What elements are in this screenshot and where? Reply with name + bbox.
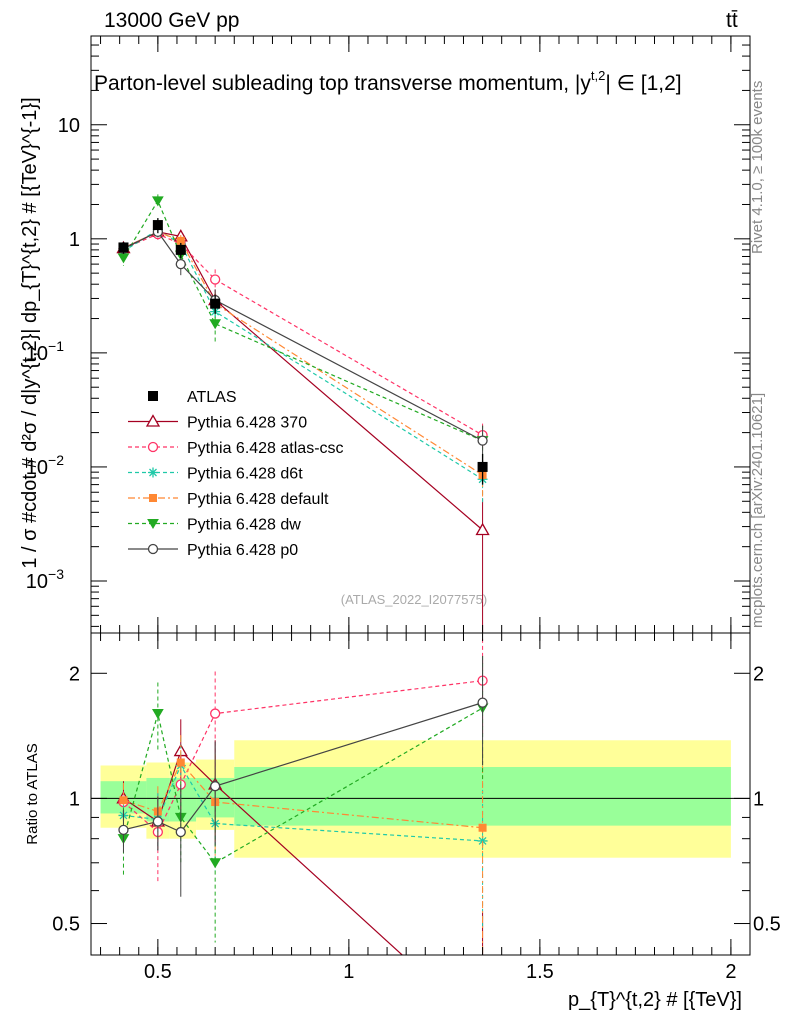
legend-marker [148,391,158,401]
ratio-y-tick-label: 0.5 [52,914,80,936]
x-tick-label: 1 [343,961,354,983]
ratio-point [477,697,488,708]
legend-label: Pythia 6.428 dw [187,517,301,534]
ratio-y-tick-label: 2 [69,663,80,685]
data-point [210,298,221,309]
series-line [123,231,483,476]
legend-marker [145,414,161,427]
legend-label: Pythia 6.428 p0 [187,542,298,559]
y-tick-exponent: −1 [48,338,64,354]
ratio-point [209,858,222,869]
plot-title: Parton-level subleading top transverse m… [94,68,682,95]
y-tick-exponent: −2 [48,452,64,468]
x-tick-label: 0.5 [144,961,172,983]
data-point [118,242,129,253]
series-point [117,253,130,264]
y-tick-label: 10 [58,115,80,137]
ratio-data-marks [116,638,489,955]
legend-marker [148,467,158,478]
y-tick-label: 10−3 [26,566,64,593]
legend-item: Pythia 6.428 dw [128,517,301,534]
ratio-y-tick-label-right: 1 [753,788,764,810]
rivet-version-label: Rivet 4.1.0, ≥ 100k events [749,81,766,254]
analysis-id: (ATLAS_2022_I2077575) [341,592,487,607]
ratio-line [122,707,483,864]
ratio-point [118,824,129,836]
series-line [123,229,483,480]
data-point [175,244,186,255]
series-line [122,199,483,442]
legend-label: Pythia 6.428 d6t [187,466,303,483]
ratio-panel: 0.5 0.5 1 1 2 2 0.5 1 1.5 2 [52,632,781,983]
series-point [210,274,221,285]
series-pythia-6-428-d6t [118,224,488,504]
series-atlas-data [118,218,488,485]
process-label: tt̄ [726,9,738,32]
x-tick-label: 2 [725,961,736,983]
ratio-point [151,709,164,720]
ratio-uncertainty-bands [91,740,750,858]
series-point [175,258,186,270]
series-point [475,522,490,536]
ratio-point [210,708,221,719]
legend-marker [149,494,157,502]
ratio-y-tick-label: 1 [69,788,80,810]
legend-item: Pythia 6.428 default [128,491,329,508]
series-point [477,435,488,446]
main-data-marks [116,194,490,633]
main-y-axis-label: 1 / σ #cdot # d²σ / d|y^{t,2}| dp_{T}^{t… [19,97,41,568]
legend-marker [147,543,159,555]
legend-marker [147,441,159,453]
ratio-y-axis: 0.5 0.5 1 1 2 2 [52,663,781,935]
ratio-y-axis-label: Ratio to ATLAS [24,743,41,844]
legend-item: Pythia 6.428 d6t [128,466,303,483]
ratio-point [478,823,487,832]
series-pythia-6-428-370 [116,224,490,633]
legend-label: Pythia 6.428 atlas-csc [187,440,344,457]
ratio-point [477,835,488,846]
ratio-point [210,781,221,792]
data-point [477,461,488,472]
ratio-frame [90,632,751,956]
legend-item: Pythia 6.428 370 [128,414,307,432]
x-tick-label: 1.5 [526,961,554,983]
x-axis-label: p_{T}^{t,2} # [{TeV}] [568,989,742,1011]
series-line [123,233,483,436]
ratio-point [175,826,186,838]
ratio-point [119,796,128,805]
data-point [152,220,163,231]
ratio-x-axis: 0.5 1 1.5 2 [100,633,736,983]
y-tick-exponent: −3 [48,566,64,582]
series-point [209,319,222,330]
legend-item: ATLAS [148,389,237,406]
legend-label: ATLAS [187,389,237,406]
legend-item: Pythia 6.428 atlas-csc [128,440,344,457]
series-line [123,231,483,531]
ratio-y-tick-label-right: 0.5 [753,914,781,936]
series-point [151,196,164,207]
ratio-y-tick-label-right: 2 [753,663,764,685]
y-tick-label: 1 [69,229,80,251]
legend-label: Pythia 6.428 default [187,491,329,508]
mcplots-source-label: mcplots.cern.ch [arXiv:2401.10621] [749,393,766,628]
ratio-series-pythia-6-428-p0 [118,656,488,897]
legend-item: Pythia 6.428 p0 [128,542,298,559]
legend: ATLAS Pythia 6.428 370 Pythia 6.428 atlas-… [128,389,344,559]
ratio-point [152,816,164,827]
legend-marker [147,519,159,529]
y-tick-label: 10−1 [26,338,64,365]
energy-label: 13000 GeV pp [104,9,239,32]
legend-label: Pythia 6.428 370 [187,415,307,432]
series-point [176,236,185,245]
ratio-point [176,758,185,767]
